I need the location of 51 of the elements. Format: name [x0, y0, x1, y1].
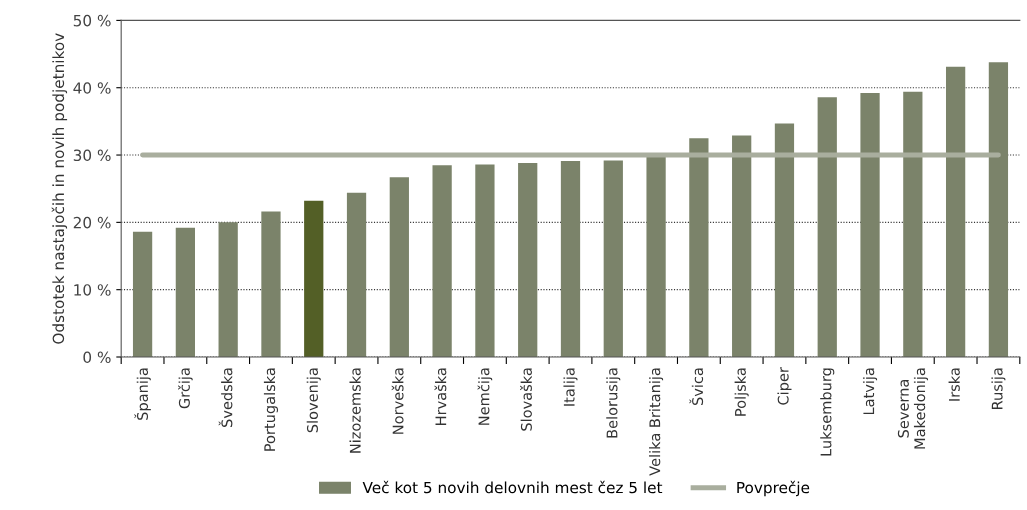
bar — [132, 231, 153, 357]
bar — [817, 97, 837, 357]
bar — [903, 91, 923, 357]
legend-label: Povprečje — [737, 480, 810, 497]
y-tick-label: 30 % — [73, 149, 111, 162]
legend-label: Več kot 5 novih delovnih mest čez 5 let — [362, 480, 663, 494]
bar — [774, 123, 795, 357]
y-tick-label: 50 % — [73, 14, 111, 27]
bar — [560, 161, 581, 357]
y-tick-label: 10 % — [74, 284, 111, 296]
x-tick-label: Nizozemska — [349, 368, 361, 453]
x-tick-label: Švedska — [218, 368, 233, 427]
bar — [261, 211, 281, 357]
bar — [946, 66, 966, 357]
bar — [475, 164, 495, 357]
bar — [732, 135, 752, 357]
bar — [646, 157, 666, 357]
x-tick-label: Ciper — [777, 367, 792, 405]
bar — [603, 160, 623, 357]
x-tick-label: Italija — [563, 368, 578, 406]
x-tick-label: Portugalska — [263, 368, 279, 451]
x-tick-label: Irska — [948, 368, 960, 401]
bar — [218, 222, 238, 357]
x-tick-label: Rusija — [991, 368, 1006, 410]
y-tick-label: 0 % — [83, 351, 111, 364]
y-axis-title: Odstotek nastajočih in novih podjetnikov — [51, 33, 68, 344]
bar — [689, 138, 709, 357]
x-tick-label: Luksemburg — [820, 368, 835, 456]
x-tick-label: Belorusija — [606, 368, 621, 438]
bar — [432, 165, 452, 357]
x-tick-label: Švica — [689, 368, 704, 406]
x-tick-label: Španija — [134, 368, 151, 420]
bar — [389, 177, 409, 357]
x-tick-label: Slovaška — [520, 368, 532, 431]
bar — [175, 227, 195, 357]
bar — [304, 200, 324, 357]
x-tick-label: Severna Makedonija — [897, 368, 929, 449]
y-tick-label: 20 % — [73, 216, 111, 229]
y-tick-label: 40 % — [73, 82, 111, 94]
bar — [860, 93, 880, 357]
x-tick-label: Slovenija — [306, 368, 321, 433]
x-tick-label: Hrvaška — [434, 368, 447, 425]
bar — [988, 62, 1009, 357]
bar — [518, 163, 538, 357]
x-tick-label: Velika Britanija — [649, 368, 664, 476]
x-tick-label: Nemčija — [477, 368, 493, 425]
x-tick-label: Latvija — [862, 368, 878, 415]
x-tick-label: Grčija — [178, 368, 193, 409]
bar — [346, 192, 367, 357]
x-tick-label: Poljska — [734, 368, 749, 416]
x-tick-label: Norveška — [391, 368, 404, 434]
